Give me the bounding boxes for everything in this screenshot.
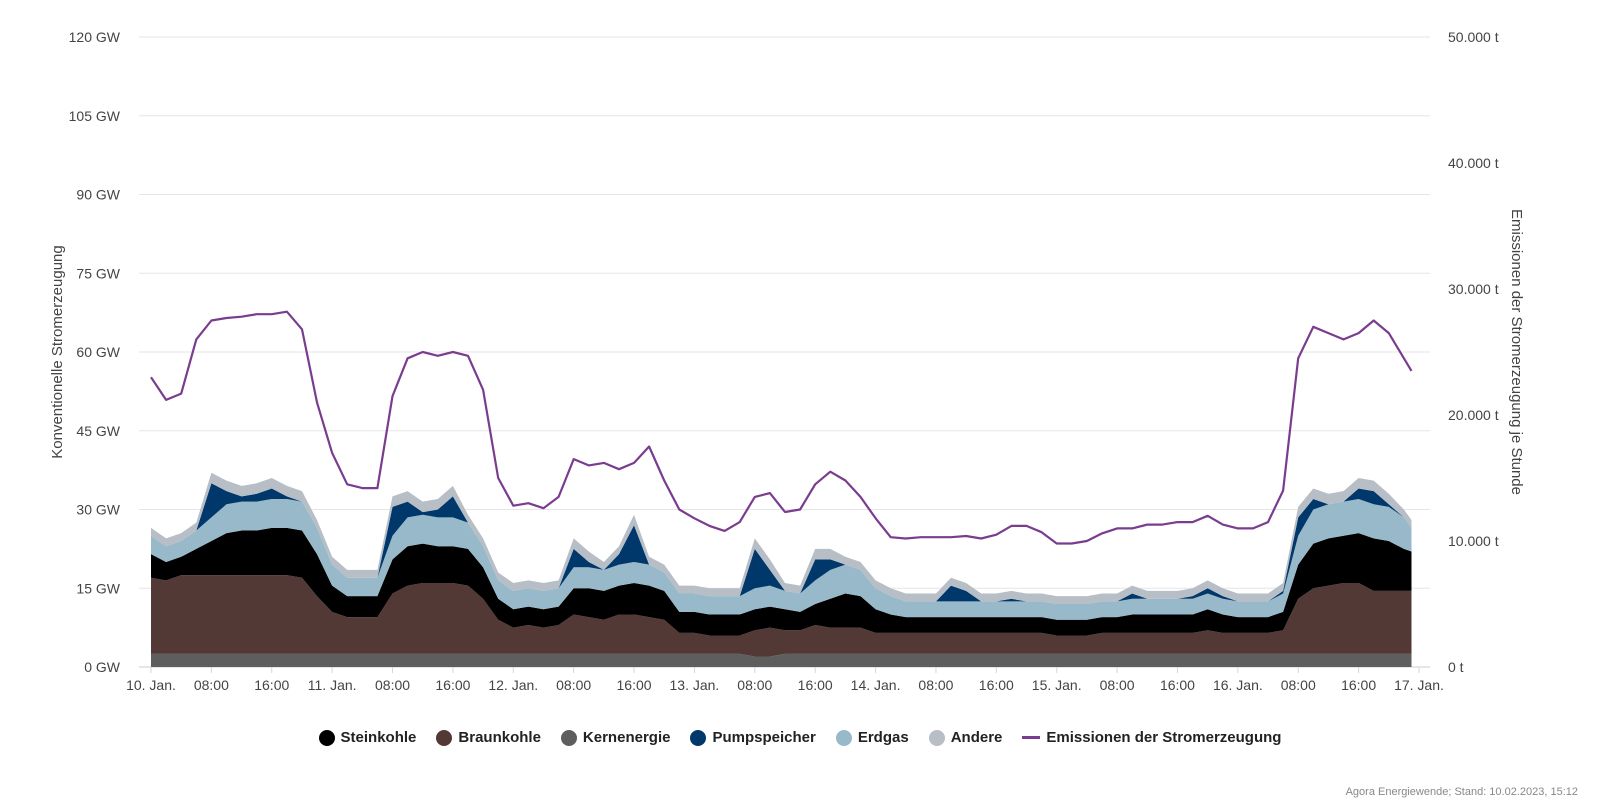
x-tick-label: 16:00 [1160, 677, 1195, 693]
left-tick-label: 60 GW [76, 344, 120, 360]
stacked-areas [151, 472, 1412, 667]
x-axis: 10. Jan. 08:00 16:00 11. Jan. 08:00 16:00 12. … [126, 667, 1444, 693]
x-tick-label: 16:00 [435, 677, 470, 693]
legend-label-andere: Andere [950, 729, 1003, 746]
right-tick-label: 10.000 t [1448, 533, 1499, 549]
legend-marker-braunkohle [436, 729, 453, 746]
x-tick-label: 08:00 [918, 677, 953, 693]
legend-label-steinkohle: Steinkohle [340, 729, 417, 746]
line-emissionen [150, 310, 1413, 545]
right-axis: 0 t 10.000 t 20.000 t 30.000 t 40.000 t 50.00… [1448, 29, 1499, 675]
left-tick-label: 30 GW [76, 502, 120, 518]
area-braunkohle [151, 575, 1412, 657]
left-tick-label: 15 GW [76, 580, 120, 596]
right-axis-title: Emissionen der Stromerzeugung je Stunde [1508, 209, 1525, 495]
area-andere [151, 472, 1412, 604]
legend-item-emissionen[interactable]: Emissionen der Stromerzeugung [1022, 729, 1281, 746]
right-tick-label: 0 t [1448, 659, 1464, 675]
emission-lines [150, 310, 1413, 545]
x-tick-label: 08:00 [1100, 677, 1135, 693]
legend: Steinkohle Braunkohle Kernenergie Pumpsp… [0, 729, 1600, 746]
legend-marker-pumpspeicher [690, 729, 707, 746]
legend-label-pumpspeicher: Pumpspeicher [712, 729, 816, 746]
legend-item-andere[interactable]: Andere [928, 729, 1003, 746]
left-tick-label: 105 GW [69, 108, 121, 124]
x-tick-label: 16. Jan. [1213, 677, 1263, 693]
legend-marker-kernenergie [560, 729, 577, 746]
legend-item-braunkohle[interactable]: Braunkohle [436, 729, 541, 746]
legend-marker-emissionen [1022, 736, 1041, 739]
x-tick-label: 16:00 [798, 677, 833, 693]
x-tick-label: 16:00 [254, 677, 289, 693]
legend-marker-andere [928, 729, 945, 746]
legend-marker-erdgas [835, 729, 852, 746]
x-tick-label: 08:00 [556, 677, 591, 693]
x-tick-label: 08:00 [737, 677, 772, 693]
x-tick-label: 14. Jan. [851, 677, 901, 693]
x-tick-label: 16:00 [1341, 677, 1376, 693]
left-axis: 0 GW 15 GW 30 GW 45 GW 60 GW 75 GW 90 GW 105 GW… [69, 29, 121, 675]
left-tick-label: 75 GW [76, 265, 120, 281]
x-tick-label: 08:00 [375, 677, 410, 693]
legend-item-kernenergie[interactable]: Kernenergie [560, 729, 671, 746]
area-erdgas [151, 499, 1412, 620]
right-tick-label: 40.000 t [1448, 155, 1499, 171]
right-tick-label: 50.000 t [1448, 29, 1499, 45]
area-pumpspeicher [151, 483, 1412, 604]
left-tick-label: 90 GW [76, 187, 120, 203]
area-steinkohle [151, 527, 1412, 636]
x-tick-label: 12. Jan. [488, 677, 538, 693]
credit-text: Agora Energiewende; Stand: 10.02.2023, 1… [1345, 786, 1578, 798]
legend-label-emissionen: Emissionen der Stromerzeugung [1046, 729, 1282, 746]
legend-label-erdgas: Erdgas [857, 729, 909, 746]
right-tick-label: 20.000 t [1448, 407, 1499, 423]
x-tick-label: 08:00 [1281, 677, 1316, 693]
x-tick-label: 15. Jan. [1032, 677, 1082, 693]
legend-item-steinkohle[interactable]: Steinkohle [318, 729, 417, 746]
legend-label-kernenergie: Kernenergie [582, 729, 671, 746]
legend-item-pumpspeicher[interactable]: Pumpspeicher [690, 729, 816, 746]
x-tick-label: 16:00 [617, 677, 652, 693]
x-tick-label: 11. Jan. [308, 677, 357, 693]
x-tick-label: 08:00 [194, 677, 229, 693]
legend-marker-steinkohle [318, 729, 335, 746]
legend-item-erdgas[interactable]: Erdgas [835, 729, 909, 746]
x-tick-label: 10. Jan. [126, 677, 176, 693]
area-kernenergie [151, 653, 1412, 667]
right-tick-label: 30.000 t [1448, 281, 1499, 297]
x-tick-label: 13. Jan. [670, 677, 720, 693]
x-tick-label: 17. Jan. [1394, 677, 1444, 693]
left-axis-title: Konventionelle Stromerzeugung [49, 245, 66, 458]
left-tick-label: 0 GW [84, 659, 121, 675]
left-tick-label: 45 GW [76, 423, 120, 439]
x-tick-label: 16:00 [979, 677, 1014, 693]
left-tick-label: 120 GW [69, 29, 121, 45]
legend-label-braunkohle: Braunkohle [458, 729, 541, 746]
